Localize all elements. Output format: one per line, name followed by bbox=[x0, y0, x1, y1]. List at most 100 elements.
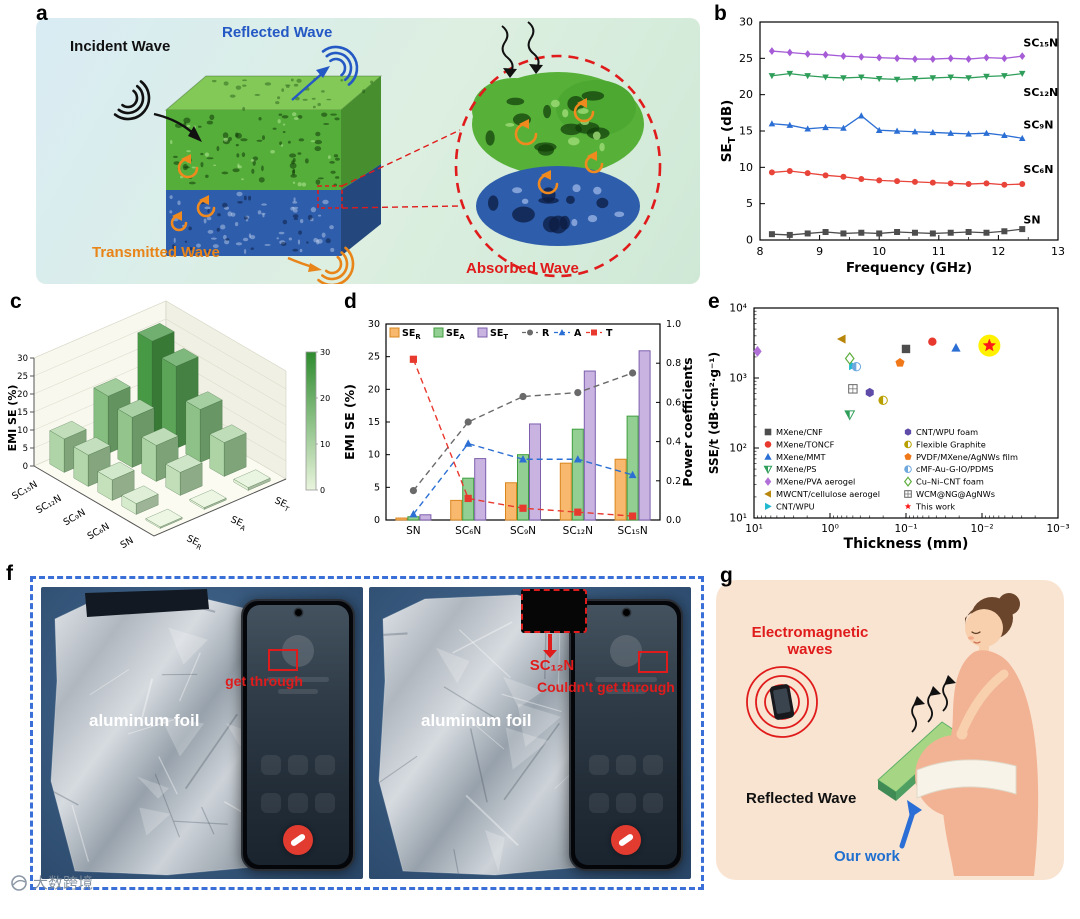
svg-text:SN: SN bbox=[406, 525, 421, 537]
series-SN bbox=[768, 226, 1026, 238]
svg-text:SET (dB): SET (dB) bbox=[719, 100, 738, 163]
svg-text:0: 0 bbox=[746, 234, 753, 247]
reflected-wave-label: Reflected Wave bbox=[746, 790, 857, 807]
svg-text:8: 8 bbox=[757, 245, 764, 258]
svg-text:SC₁₅N: SC₁₅N bbox=[1023, 36, 1058, 49]
svg-text:1.0: 1.0 bbox=[666, 319, 681, 330]
panel-e-chart: 10¹ 10⁰ 10⁻¹ 10⁻² 10⁻³ 10¹ 10² 10³ 10⁴ MXene/CNF M… bbox=[707, 303, 1070, 553]
svg-text:R: R bbox=[542, 328, 550, 339]
svg-text:MXene/PS: MXene/PS bbox=[776, 464, 816, 474]
svg-text:9: 9 bbox=[816, 245, 823, 258]
series-SC₉N bbox=[768, 112, 1026, 141]
get-through-label: get through bbox=[225, 673, 303, 689]
svg-text:13: 13 bbox=[1051, 245, 1065, 258]
svg-text:WCM@NG@AgNWs: WCM@NG@AgNWs bbox=[916, 489, 995, 499]
svg-text:25: 25 bbox=[368, 352, 380, 363]
svg-text:10: 10 bbox=[320, 440, 330, 449]
svg-text:Power coefficients: Power coefficients bbox=[680, 357, 695, 486]
line-R bbox=[409, 369, 637, 495]
panel-label-d: d bbox=[344, 290, 357, 313]
svg-text:30: 30 bbox=[368, 319, 380, 330]
svg-text:SET: SET bbox=[272, 495, 293, 514]
bars-SET bbox=[419, 350, 651, 521]
panel-label-g: g bbox=[720, 564, 733, 587]
svg-text:SER: SER bbox=[184, 533, 205, 552]
absorbed-wave-label: Absorbed Wave bbox=[466, 260, 579, 277]
photo-right: SC₁₂N Couldn't get through aluminum foil bbox=[369, 587, 691, 879]
series-SC₁₅N bbox=[768, 47, 1026, 63]
panel-d-chart: 0 5 10 15 20 25 30 0.0 0.2 0.4 0.6 0.8 1.0 SN SC₆N SC₉N… bbox=[342, 319, 695, 537]
aluminum-foil-label: aluminum foil bbox=[89, 711, 200, 730]
svg-text:MXene/PVA aerogel: MXene/PVA aerogel bbox=[776, 477, 855, 487]
watermark-icon bbox=[11, 874, 27, 891]
svg-text:0.8: 0.8 bbox=[666, 358, 681, 369]
svg-text:CNT/WPU: CNT/WPU bbox=[776, 501, 815, 511]
svg-text:This work: This work bbox=[915, 501, 955, 511]
svg-text:10²: 10² bbox=[729, 443, 747, 455]
panel-b-chart: 8 9 10 11 12 13 0 5 10 15 20 25 30 Frequency (GHz) SET… bbox=[719, 16, 1065, 277]
svg-text:MXene/TONCF: MXene/TONCF bbox=[776, 439, 835, 449]
svg-text:30: 30 bbox=[320, 348, 330, 357]
foil-bag bbox=[378, 594, 584, 876]
svg-text:SC₆N: SC₆N bbox=[455, 525, 481, 537]
svg-text:SEA: SEA bbox=[228, 514, 249, 533]
svg-text:10⁻¹: 10⁻¹ bbox=[894, 523, 917, 535]
panel-label-f: f bbox=[6, 562, 13, 585]
svg-text:20: 20 bbox=[320, 394, 330, 403]
svg-text:30: 30 bbox=[17, 354, 28, 364]
em-waves-label: Electromagnetic waves bbox=[751, 624, 869, 659]
svg-text:10¹: 10¹ bbox=[745, 523, 763, 535]
svg-text:SEA: SEA bbox=[446, 328, 465, 341]
svg-text:12: 12 bbox=[991, 245, 1005, 258]
phone-screen bbox=[247, 605, 349, 865]
svg-text:5: 5 bbox=[374, 482, 380, 493]
watermark-text: 大数跨境 bbox=[33, 875, 94, 892]
svg-text:25: 25 bbox=[739, 52, 753, 65]
svg-text:Flexible Graphite: Flexible Graphite bbox=[916, 439, 986, 449]
panel-label-e: e bbox=[708, 290, 720, 313]
svg-text:cMF-Au-G-IO/PDMS: cMF-Au-G-IO/PDMS bbox=[916, 464, 994, 474]
svg-text:0.6: 0.6 bbox=[666, 397, 681, 408]
line-A bbox=[409, 439, 637, 518]
svg-text:A: A bbox=[574, 328, 582, 339]
bars-SER bbox=[395, 458, 627, 521]
line-T bbox=[409, 355, 637, 520]
svg-text:0: 0 bbox=[374, 515, 380, 526]
annotation-box bbox=[268, 649, 298, 671]
foil-bag bbox=[50, 589, 256, 876]
transmitted-wave-label: Transmitted Wave bbox=[92, 244, 220, 261]
svg-text:10⁴: 10⁴ bbox=[729, 303, 747, 315]
sample-arrow bbox=[543, 634, 557, 658]
svg-text:T: T bbox=[606, 328, 613, 339]
svg-text:SC₁₅N: SC₁₅N bbox=[10, 479, 39, 502]
panel-g-application: Electromagnetic waves Reflected Wave Our… bbox=[716, 580, 1064, 880]
svg-text:0.4: 0.4 bbox=[666, 437, 681, 448]
caller-avatar bbox=[282, 635, 314, 667]
application-drawing bbox=[746, 593, 1039, 876]
panel-label-b: b bbox=[714, 2, 727, 25]
svg-text:20: 20 bbox=[17, 390, 28, 400]
svg-text:Cu–Ni–CNT foam: Cu–Ni–CNT foam bbox=[916, 477, 984, 487]
hangup-button-icon bbox=[611, 825, 641, 855]
svg-text:15: 15 bbox=[17, 408, 28, 418]
phone-screen bbox=[575, 605, 677, 865]
svg-text:EMI SE (%): EMI SE (%) bbox=[342, 384, 357, 460]
camera-hole-icon bbox=[294, 609, 302, 616]
svg-text:SN: SN bbox=[1023, 214, 1040, 227]
panel-f-photos: get through aluminum foil SC₁₂N Cou bbox=[30, 576, 704, 890]
svg-text:5: 5 bbox=[23, 444, 28, 454]
svg-text:SC₁₂N: SC₁₂N bbox=[34, 493, 63, 516]
svg-text:10¹: 10¹ bbox=[729, 513, 747, 525]
series-SC₆N bbox=[768, 167, 1026, 188]
watermark: 大数跨境 bbox=[10, 872, 93, 893]
svg-text:SER: SER bbox=[402, 328, 421, 341]
svg-text:SC₉N: SC₉N bbox=[62, 507, 88, 528]
caller-avatar bbox=[610, 635, 642, 667]
svg-text:SC₁₅N: SC₁₅N bbox=[617, 525, 647, 537]
panel-label-a: a bbox=[36, 2, 48, 25]
aluminum-foil-label: aluminum foil bbox=[421, 711, 532, 730]
foam-schematic-drawing bbox=[113, 21, 662, 284]
svg-text:SSE/t (dB·cm²·g⁻¹): SSE/t (dB·cm²·g⁻¹) bbox=[707, 352, 721, 474]
svg-text:0: 0 bbox=[23, 462, 28, 472]
svg-text:10: 10 bbox=[368, 450, 380, 461]
